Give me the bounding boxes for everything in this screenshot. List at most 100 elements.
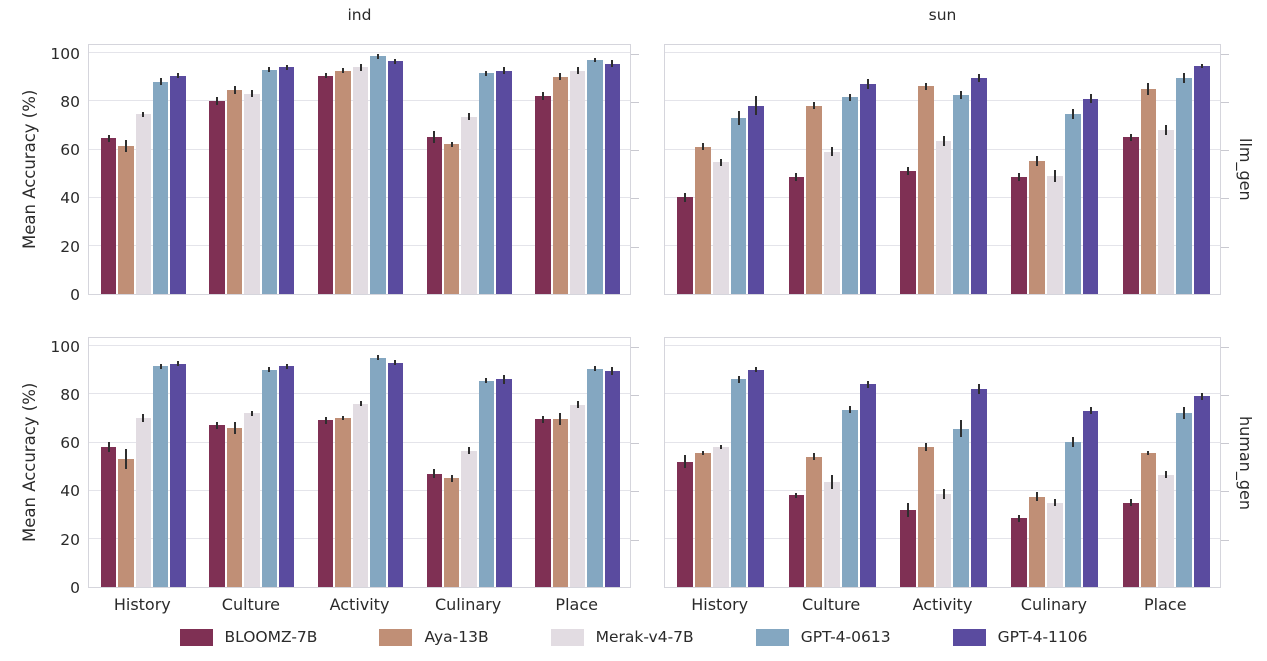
y-tick-label-20: 20 bbox=[60, 530, 80, 549]
errorbar-sun-llm_gen-Culture-BLOOMZ-7B bbox=[795, 173, 798, 181]
bar-sun-llm_gen-Culture-Merak-v4-7B bbox=[824, 151, 840, 294]
legend-label-BLOOMZ-7B: BLOOMZ-7B bbox=[224, 628, 318, 646]
right-tick-y20 bbox=[631, 539, 639, 541]
bar-sun-human_gen-History-GPT-4-0613 bbox=[730, 379, 747, 587]
right-tick-y80 bbox=[1221, 394, 1229, 396]
right-tick-y40 bbox=[631, 198, 639, 200]
right-tick-y20 bbox=[631, 246, 639, 248]
y-tick-label-60: 60 bbox=[60, 141, 80, 160]
y-tick-label-100: 100 bbox=[50, 44, 80, 63]
errorbar-ind-llm_gen-Place-GPT-4-0613 bbox=[594, 57, 597, 63]
errorbar-ind-llm_gen-Place-BLOOMZ-7B bbox=[541, 92, 544, 100]
bar-sun-llm_gen-Culinary-BLOOMZ-7B bbox=[1011, 176, 1028, 294]
legend-item-GPT-4-1106: GPT-4-1106 bbox=[952, 628, 1088, 646]
bar-ind-human_gen-Place-GPT-4-1106 bbox=[604, 371, 621, 587]
bar-ind-llm_gen-Culture-Merak-v4-7B bbox=[244, 93, 260, 294]
bar-ind-human_gen-Activity-Merak-v4-7B bbox=[352, 403, 369, 587]
errorbar-sun-llm_gen-Culinary-BLOOMZ-7B bbox=[1018, 173, 1021, 181]
errorbar-sun-human_gen-History-GPT-4-0613 bbox=[737, 375, 740, 384]
errorbar-sun-llm_gen-History-GPT-4-0613 bbox=[737, 110, 740, 126]
errorbar-sun-llm_gen-Culinary-GPT-4-1106 bbox=[1089, 93, 1092, 104]
bar-sun-human_gen-Culture-Merak-v4-7B bbox=[824, 482, 840, 587]
bar-ind-llm_gen-Culinary-Merak-v4-7B bbox=[461, 116, 477, 294]
errorbar-sun-llm_gen-Place-GPT-4-1106 bbox=[1200, 63, 1203, 69]
bar-ind-human_gen-Place-Merak-v4-7B bbox=[570, 404, 586, 587]
gridline-y80 bbox=[665, 393, 1220, 395]
bar-ind-human_gen-Activity-BLOOMZ-7B bbox=[318, 420, 334, 587]
errorbar-sun-human_gen-Culinary-Merak-v4-7B bbox=[1053, 498, 1056, 507]
bar-ind-llm_gen-Activity-GPT-4-1106 bbox=[387, 61, 403, 294]
bar-ind-llm_gen-History-Merak-v4-7B bbox=[135, 114, 151, 294]
errorbar-sun-llm_gen-Culture-Aya-13B bbox=[813, 102, 816, 110]
errorbar-sun-human_gen-Activity-GPT-4-1106 bbox=[978, 384, 981, 394]
legend-label-GPT-4-1106: GPT-4-1106 bbox=[997, 628, 1088, 646]
bar-sun-human_gen-Place-GPT-4-0613 bbox=[1176, 413, 1193, 587]
errorbar-ind-llm_gen-Place-Aya-13B bbox=[559, 73, 562, 81]
errorbar-sun-human_gen-Culture-Merak-v4-7B bbox=[831, 474, 834, 490]
errorbar-sun-llm_gen-Culture-Merak-v4-7B bbox=[831, 146, 834, 157]
legend-item-Aya-13B: Aya-13B bbox=[379, 628, 489, 646]
bar-ind-llm_gen-History-GPT-4-1106 bbox=[170, 75, 186, 294]
right-tick-y40 bbox=[1221, 198, 1229, 200]
bar-sun-human_gen-History-Aya-13B bbox=[694, 453, 711, 587]
bar-ind-llm_gen-Culinary-Aya-13B bbox=[444, 144, 460, 294]
right-tick-y40 bbox=[631, 491, 639, 493]
bar-sun-human_gen-Culinary-Aya-13B bbox=[1029, 496, 1045, 587]
y-tick-label-0: 0 bbox=[70, 286, 80, 304]
errorbar-sun-llm_gen-Activity-GPT-4-1106 bbox=[978, 74, 981, 82]
bar-sun-llm_gen-Culture-GPT-4-1106 bbox=[859, 84, 876, 294]
bar-ind-llm_gen-Activity-Aya-13B bbox=[335, 70, 351, 294]
errorbar-ind-llm_gen-Culture-GPT-4-0613 bbox=[268, 67, 271, 72]
bar-ind-llm_gen-History-BLOOMZ-7B bbox=[100, 138, 117, 294]
bar-ind-human_gen-Place-GPT-4-0613 bbox=[587, 368, 603, 587]
bar-sun-llm_gen-Activity-GPT-4-0613 bbox=[953, 94, 970, 294]
legend-swatch-GPT-4-0613 bbox=[755, 628, 789, 646]
errorbar-sun-human_gen-Place-GPT-4-1106 bbox=[1200, 392, 1203, 400]
bar-ind-llm_gen-Activity-BLOOMZ-7B bbox=[318, 75, 334, 294]
errorbar-sun-human_gen-Activity-GPT-4-0613 bbox=[960, 420, 963, 438]
bar-sun-human_gen-Culinary-GPT-4-0613 bbox=[1064, 442, 1081, 587]
errorbar-ind-llm_gen-Culinary-BLOOMZ-7B bbox=[433, 131, 436, 144]
bar-ind-llm_gen-History-Aya-13B bbox=[118, 145, 134, 294]
legend-label-GPT-4-0613: GPT-4-0613 bbox=[800, 628, 891, 646]
bar-sun-human_gen-Activity-BLOOMZ-7B bbox=[899, 509, 916, 587]
errorbar-sun-llm_gen-History-GPT-4-1106 bbox=[755, 96, 758, 116]
bar-sun-human_gen-Culture-Aya-13B bbox=[806, 456, 823, 587]
errorbar-ind-llm_gen-Activity-Merak-v4-7B bbox=[359, 63, 362, 71]
bar-sun-llm_gen-Activity-BLOOMZ-7B bbox=[899, 170, 916, 294]
errorbar-ind-llm_gen-Culture-Merak-v4-7B bbox=[250, 90, 253, 98]
bar-sun-llm_gen-Place-GPT-4-1106 bbox=[1194, 65, 1210, 294]
x-tick-label-History: History bbox=[113, 595, 171, 614]
bar-sun-llm_gen-History-BLOOMZ-7B bbox=[677, 197, 693, 294]
errorbar-sun-llm_gen-History-BLOOMZ-7B bbox=[684, 192, 687, 203]
y-tick-label-80: 80 bbox=[60, 92, 80, 111]
gridline-y80 bbox=[89, 393, 630, 395]
errorbar-ind-human_gen-Place-Aya-13B bbox=[559, 413, 562, 426]
errorbar-ind-human_gen-Activity-BLOOMZ-7B bbox=[324, 416, 327, 425]
bar-sun-llm_gen-History-GPT-4-1106 bbox=[748, 105, 765, 294]
bar-sun-llm_gen-Place-BLOOMZ-7B bbox=[1122, 137, 1139, 294]
errorbar-ind-llm_gen-Culinary-Aya-13B bbox=[450, 141, 453, 147]
bar-ind-human_gen-Culinary-GPT-4-0613 bbox=[478, 380, 495, 587]
errorbar-sun-llm_gen-Place-Aya-13B bbox=[1147, 82, 1150, 95]
bar-ind-llm_gen-Culture-GPT-4-0613 bbox=[261, 69, 277, 294]
bar-sun-llm_gen-Culinary-Merak-v4-7B bbox=[1046, 175, 1063, 294]
y-tick-label-20: 20 bbox=[60, 237, 80, 256]
errorbar-ind-llm_gen-Activity-Aya-13B bbox=[342, 68, 345, 74]
errorbar-ind-human_gen-Culinary-BLOOMZ-7B bbox=[433, 468, 436, 479]
errorbar-ind-human_gen-History-BLOOMZ-7B bbox=[107, 442, 110, 452]
bar-ind-human_gen-Activity-GPT-4-0613 bbox=[370, 357, 386, 587]
errorbar-ind-human_gen-Culture-Aya-13B bbox=[233, 421, 236, 434]
errorbar-sun-human_gen-Culture-GPT-4-0613 bbox=[848, 406, 851, 414]
bar-ind-human_gen-History-GPT-4-0613 bbox=[152, 366, 169, 587]
x-tick-label-Activity: Activity bbox=[912, 595, 973, 614]
errorbar-ind-llm_gen-Activity-GPT-4-1106 bbox=[394, 58, 397, 64]
bar-ind-human_gen-Activity-GPT-4-1106 bbox=[387, 362, 403, 587]
errorbar-sun-llm_gen-Activity-Aya-13B bbox=[924, 82, 927, 91]
bar-ind-human_gen-Culture-Merak-v4-7B bbox=[244, 413, 260, 587]
x-tick-label-Activity: Activity bbox=[329, 595, 390, 614]
errorbar-sun-human_gen-Activity-Merak-v4-7B bbox=[942, 489, 945, 499]
errorbar-sun-llm_gen-Activity-BLOOMZ-7B bbox=[906, 167, 909, 175]
bar-ind-human_gen-Culture-BLOOMZ-7B bbox=[209, 425, 225, 587]
gridline-y80 bbox=[665, 100, 1220, 102]
